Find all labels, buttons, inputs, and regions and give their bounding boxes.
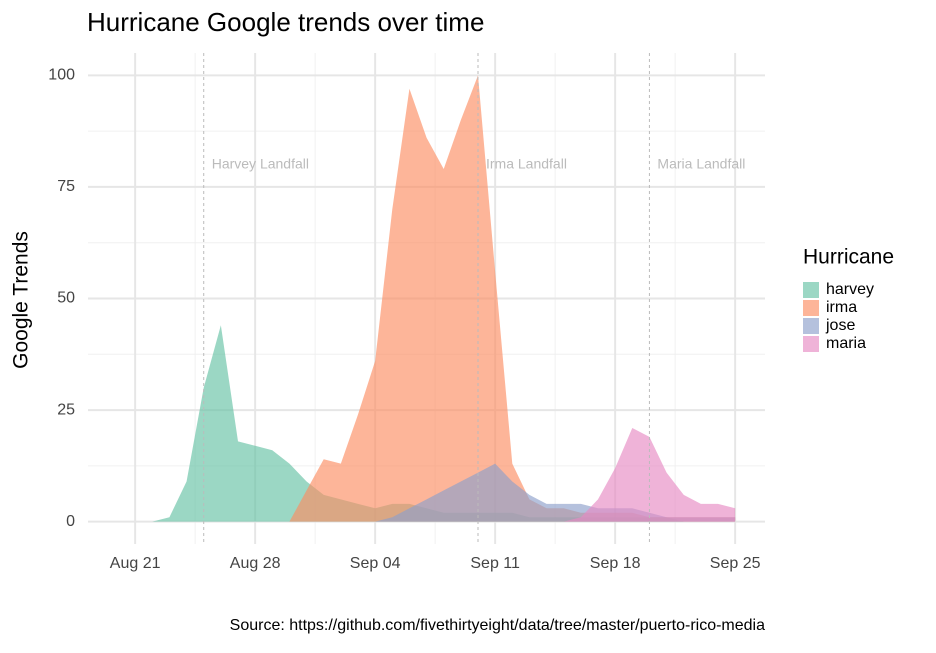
legend-swatch (803, 300, 819, 316)
area (118, 325, 736, 522)
legend-label: irma (826, 299, 857, 316)
x-tick-label: Sep 25 (710, 555, 761, 572)
legend-title: Hurricane (803, 246, 894, 269)
y-axis-label: Google Trends (10, 231, 33, 369)
annotation-label: Maria Landfall (657, 156, 745, 172)
legend-swatch (803, 336, 819, 352)
y-tick-label: 25 (57, 401, 75, 418)
legend-label: harvey (826, 281, 874, 298)
y-tick-label: 0 (66, 513, 75, 530)
y-tick-label: 75 (57, 178, 75, 195)
x-tick-label: Sep 18 (590, 555, 641, 572)
chart-title: Hurricane Google trends over time (87, 7, 484, 37)
legend-swatch (803, 282, 819, 298)
x-tick-label: Aug 28 (230, 555, 281, 572)
caption: Source: https://github.com/fivethirtyeig… (230, 617, 765, 634)
area (118, 427, 736, 522)
area (118, 463, 736, 522)
x-tick-label: Sep 04 (350, 555, 401, 572)
x-tick-label: Aug 21 (110, 555, 161, 572)
area (118, 75, 736, 522)
annotation-label: Irma Landfall (486, 156, 567, 172)
y-tick-label: 50 (57, 290, 75, 307)
legend-label: maria (826, 335, 866, 352)
annotation-label: Harvey Landfall (212, 156, 309, 172)
y-tick-label: 100 (48, 67, 75, 84)
legend-swatch (803, 318, 819, 334)
legend-label: jose (825, 317, 855, 334)
x-tick-label: Sep 11 (470, 555, 520, 572)
